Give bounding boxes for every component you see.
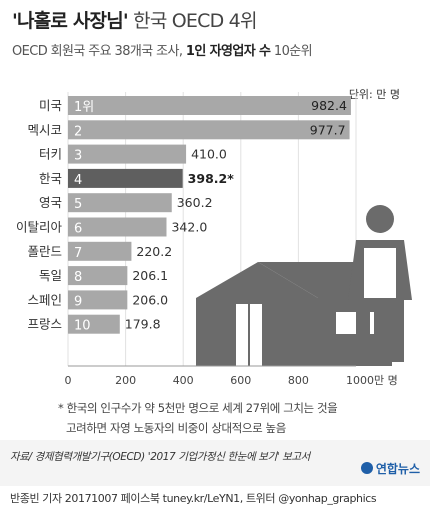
bar-chart: 1위 982.4 2 977.7 3 410.0 4 398.2* 5 360.2 6 342.0 7 2… bbox=[16, 92, 412, 387]
footnote-line1: * 한국의 인구수가 약 5천만 명으로 세계 27위에 그치는 것을 bbox=[58, 401, 338, 415]
credit-line: 반종빈 기자 20171007 페이스북 tuney.kr/LeYN1, 트위터… bbox=[10, 492, 377, 505]
bar bbox=[68, 266, 128, 286]
value-label: 206.0 bbox=[132, 292, 168, 307]
source-text: 자료/ 경제협력개발기구(OECD) '2017 기업가정신 한눈에 보기' 보… bbox=[10, 451, 310, 463]
x-tick-label: 1000만 명 bbox=[346, 374, 398, 387]
value-label: 410.0 bbox=[191, 147, 227, 162]
subtitle-prefix: OECD 회원국 주요 38개국 조사, bbox=[12, 44, 186, 59]
bar bbox=[68, 241, 132, 261]
rank-label: 4 bbox=[74, 173, 82, 188]
apron-icon bbox=[364, 248, 396, 298]
category-label: 독일 bbox=[39, 268, 62, 283]
subtitle-suffix: 10순위 bbox=[270, 44, 313, 59]
value-label: 982.4 bbox=[311, 98, 347, 113]
x-tick-label: 200 bbox=[115, 374, 136, 387]
bar bbox=[68, 217, 167, 237]
bar bbox=[68, 168, 183, 188]
chart-title: '나홀로 사장님' 한국 OECD 4위 bbox=[12, 6, 257, 33]
rank-label: 6 bbox=[74, 222, 82, 237]
bar bbox=[68, 144, 187, 164]
rank-label: 9 bbox=[74, 294, 82, 309]
category-label: 터키 bbox=[39, 147, 62, 162]
category-label: 한국 bbox=[39, 171, 62, 186]
category-label: 프랑스 bbox=[27, 317, 62, 332]
category-label: 미국 bbox=[39, 98, 62, 113]
bar bbox=[68, 314, 120, 334]
x-tick-label: 800 bbox=[288, 374, 309, 387]
category-label: 멕시코 bbox=[27, 122, 62, 137]
unit-label: 단위: 만 명 bbox=[348, 88, 400, 101]
footnote-line2: 고려하면 자영 노동자의 비중이 상대적으로 높음 bbox=[66, 421, 286, 435]
x-tick-label: 0 bbox=[65, 374, 72, 387]
value-label: 179.8 bbox=[125, 317, 161, 332]
rank-label: 10 bbox=[74, 319, 91, 334]
category-label: 폴란드 bbox=[27, 244, 62, 259]
logo-text: 연합뉴스 bbox=[375, 462, 420, 476]
rank-label: 3 bbox=[74, 149, 82, 164]
bar bbox=[68, 120, 350, 140]
rank-label: 7 bbox=[74, 246, 82, 261]
rank-label: 5 bbox=[74, 197, 82, 212]
category-label: 이탈리아 bbox=[16, 220, 63, 235]
bar bbox=[68, 193, 172, 213]
x-tick-label: 400 bbox=[173, 374, 194, 387]
value-label: 342.0 bbox=[171, 220, 207, 235]
footnote: * 한국의 인구수가 약 5천만 명으로 세계 27위에 그치는 것을 고려하면… bbox=[58, 398, 398, 438]
value-label: 398.2* bbox=[188, 171, 235, 186]
value-label: 220.2 bbox=[136, 244, 172, 259]
title-rest: 한국 OECD 4위 bbox=[127, 10, 257, 32]
rank-label: 2 bbox=[74, 124, 82, 139]
x-tick-label: 600 bbox=[230, 374, 251, 387]
value-label: 206.1 bbox=[132, 268, 168, 283]
chart-subtitle: OECD 회원국 주요 38개국 조사, 1인 자영업자 수 10순위 bbox=[12, 40, 313, 59]
value-label: 360.2 bbox=[177, 195, 213, 210]
title-main: '나홀로 사장님' bbox=[12, 10, 129, 32]
yonhap-logo: 연합뉴스 bbox=[360, 460, 420, 477]
source-bar: 자료/ 경제협력개발기구(OECD) '2017 기업가정신 한눈에 보기' 보… bbox=[0, 440, 430, 486]
illustration bbox=[196, 205, 412, 366]
category-label: 스페인 bbox=[27, 292, 62, 307]
subtitle-bold: 1인 자영업자 수 bbox=[185, 44, 271, 59]
logo-icon bbox=[360, 462, 373, 474]
bar bbox=[68, 290, 128, 310]
category-label: 영국 bbox=[39, 195, 62, 210]
rank-label: 1위 bbox=[74, 100, 94, 115]
rank-label: 8 bbox=[74, 270, 82, 285]
bar bbox=[68, 96, 351, 115]
value-label: 977.7 bbox=[310, 122, 346, 137]
person-head-icon bbox=[366, 205, 394, 233]
